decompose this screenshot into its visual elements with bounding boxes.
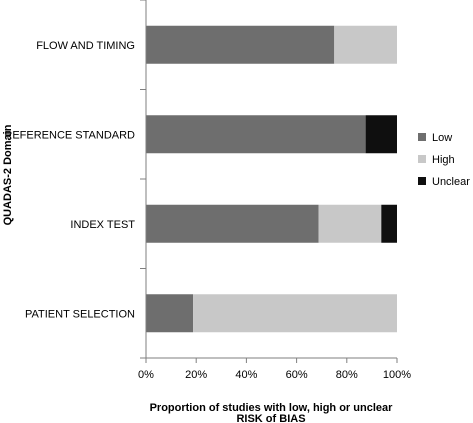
bar-unclear-1 xyxy=(365,115,397,154)
bar-high-2 xyxy=(318,204,382,243)
bar-high-3 xyxy=(193,294,397,333)
legend-swatch-unclear xyxy=(418,177,426,185)
legend-swatch-low xyxy=(418,133,426,141)
legend-label-unclear: Unclear xyxy=(432,176,470,188)
x-tick-label-0: 0% xyxy=(138,369,154,381)
x-tick-label-2: 40% xyxy=(235,369,257,381)
category-label-0: FLOW AND TIMING xyxy=(36,40,135,52)
x-tick-label-3: 60% xyxy=(286,369,308,381)
bar-low-1 xyxy=(146,115,366,154)
bar-low-2 xyxy=(146,204,319,243)
x-tick-label-4: 80% xyxy=(336,369,358,381)
x-tick-label-1: 20% xyxy=(185,369,207,381)
legend-swatch-high xyxy=(418,155,426,163)
x-axis-title-line1: Proportion of studies with low, high or … xyxy=(150,402,394,414)
category-label-2: INDEX TEST xyxy=(70,219,135,231)
x-axis-title-line2: RISK of BIAS xyxy=(236,413,305,423)
legend-label-high: High xyxy=(432,154,455,166)
x-tick-label-5: 100% xyxy=(383,369,411,381)
bar-low-0 xyxy=(146,25,335,64)
bar-unclear-2 xyxy=(381,204,397,243)
bar-low-3 xyxy=(146,294,194,333)
category-label-1: REFERENCE STANDARD xyxy=(4,129,135,141)
y-axis-title: QUADAS-2 Domain xyxy=(2,124,14,225)
bar-high-0 xyxy=(334,25,397,64)
legend-label-low: Low xyxy=(432,132,452,144)
category-label-3: PATIENT SELECTION xyxy=(25,308,135,320)
